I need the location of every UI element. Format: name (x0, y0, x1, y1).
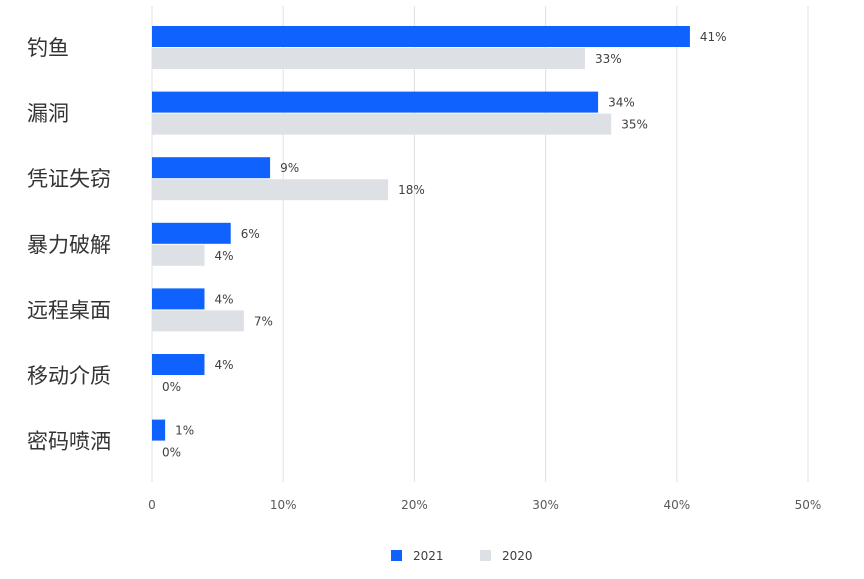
legend-label: 2021 (413, 549, 444, 563)
bar-2021 (152, 222, 231, 244)
category-label: 凭证失窃 (27, 167, 111, 191)
bar-2021 (152, 91, 599, 113)
category-label: 密码喷洒 (27, 430, 111, 454)
bar-2020 (152, 113, 612, 135)
x-tick-label: 30% (532, 498, 559, 512)
legend: 2021 2020 (391, 549, 533, 563)
bar-2021 (152, 157, 271, 179)
data-label: 0% (162, 446, 181, 460)
bar-2021 (152, 419, 166, 441)
gridlines (151, 6, 809, 482)
data-label: 6% (241, 227, 260, 241)
legend-swatch-2020 (480, 550, 491, 561)
bar-2020 (152, 310, 244, 332)
x-tick-label: 10% (270, 498, 297, 512)
category-label: 暴力破解 (27, 233, 111, 257)
bar-2021 (152, 26, 690, 47)
data-label: 33% (595, 52, 622, 66)
category-label: 钓鱼 (27, 36, 69, 60)
bar-2020 (152, 48, 585, 69)
bar-2020 (152, 244, 205, 266)
data-label: 0% (162, 380, 181, 394)
data-label: 18% (398, 183, 425, 197)
data-label: 9% (280, 161, 299, 175)
x-tick-label: 20% (401, 498, 428, 512)
data-label: 41% (700, 30, 727, 44)
legend-label: 2020 (502, 549, 533, 563)
data-label: 4% (214, 292, 233, 306)
bar-2021 (152, 354, 205, 375)
data-label: 7% (254, 314, 273, 328)
legend-swatch-2021 (391, 550, 402, 561)
data-label: 35% (621, 118, 648, 132)
bar-2020 (152, 179, 389, 201)
x-tick-label: 50% (795, 498, 822, 512)
data-label: 4% (214, 358, 233, 372)
category-label: 移动介质 (27, 364, 111, 388)
bar-2021 (152, 288, 205, 310)
labels: 0 10% 20% 30% 40% 50% 钓鱼 41% 33% 漏洞 34% 35% 凭证失窃 9% 18… (27, 30, 821, 512)
bars (152, 26, 690, 441)
data-label: 34% (608, 96, 635, 110)
category-label: 漏洞 (27, 102, 69, 126)
category-label: 远程桌面 (27, 298, 111, 322)
x-tick-label: 0 (148, 498, 156, 512)
data-label: 1% (175, 424, 194, 438)
x-tick-label: 40% (663, 498, 690, 512)
data-label: 4% (214, 249, 233, 263)
